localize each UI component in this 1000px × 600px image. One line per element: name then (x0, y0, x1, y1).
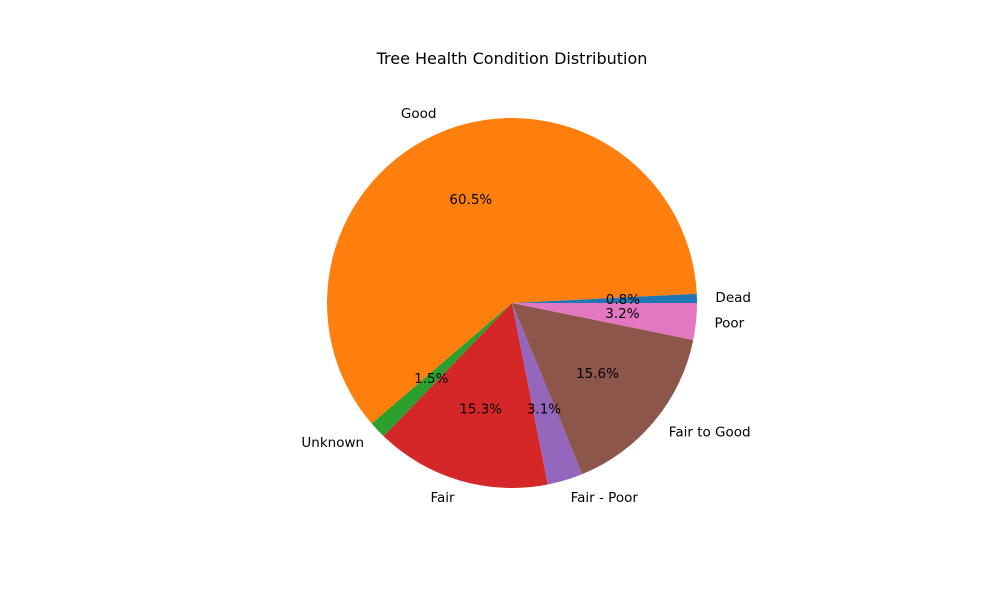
slice-label-good: Good (401, 106, 437, 122)
pie-slice-dead (512, 293, 697, 303)
slice-label-unknown: Unknown (301, 435, 364, 451)
pie-slice-fair (383, 303, 548, 488)
slice-percent-fair-poor: 3.1% (527, 401, 561, 417)
chart-title: Tree Health Condition Distribution (376, 49, 648, 68)
slice-label-fair-poor: Fair - Poor (571, 490, 639, 506)
pie-slice-fair-poor (512, 303, 583, 485)
pie-slice-good (327, 118, 697, 424)
slice-percent-fair-to-good: 15.6% (576, 366, 619, 382)
slice-percent-unknown: 1.5% (414, 371, 448, 387)
pie-labels: Dead 0.8% Good 60.5% Unknown 1.5% Fair 15.3% Fai… (301, 106, 751, 506)
slice-percent-good: 60.5% (449, 192, 492, 208)
pie-slice-unknown (371, 303, 512, 437)
slice-label-fair: Fair (431, 490, 456, 506)
pie-slice-fair-to-good (512, 303, 694, 475)
pie-slice-poor (512, 303, 697, 340)
slice-label-fair-to-good: Fair to Good (669, 425, 751, 441)
slice-label-dead: Dead (715, 290, 751, 306)
slice-label-poor: Poor (714, 315, 744, 331)
slice-percent-poor: 3.2% (605, 306, 639, 322)
pie-slices (327, 118, 697, 488)
slice-percent-dead: 0.8% (606, 292, 640, 308)
slice-percent-fair: 15.3% (459, 401, 502, 417)
